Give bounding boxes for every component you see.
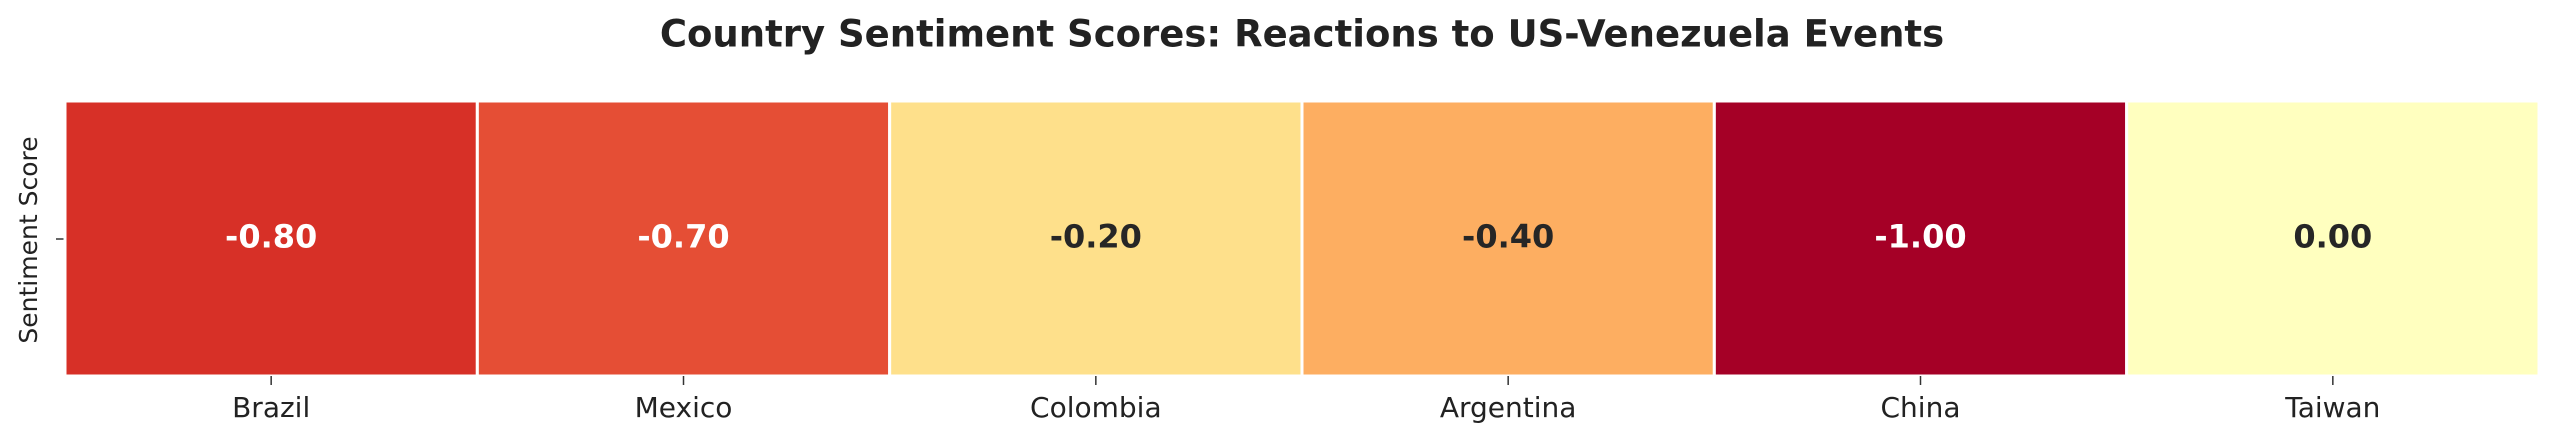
cell-label: -0.20 xyxy=(1050,218,1142,256)
heatmap-cell xyxy=(1712,99,2129,378)
x-tick-label: Colombia xyxy=(1030,391,1162,424)
x-tick-label: China xyxy=(1881,391,1961,424)
cell-label: 0.00 xyxy=(2293,218,2372,256)
cell-label: -0.70 xyxy=(637,218,729,256)
chart-title: Country Sentiment Scores: Reactions to U… xyxy=(660,13,1944,56)
x-tick-label: Taiwan xyxy=(2284,391,2380,424)
heatmap-cell xyxy=(2125,99,2541,378)
x-tick-label: Brazil xyxy=(232,391,310,424)
cell-label: -0.80 xyxy=(225,218,317,256)
y-axis-label: Sentiment Score xyxy=(14,136,43,343)
x-tick-label: Mexico xyxy=(635,391,733,424)
heatmap-cell xyxy=(888,99,1304,378)
x-tick-label: Argentina xyxy=(1440,391,1577,424)
heatmap-cell xyxy=(1300,99,1716,378)
heatmap-cell xyxy=(475,99,892,378)
cell-label: -1.00 xyxy=(1874,218,1966,256)
cell-label: -0.40 xyxy=(1462,218,1554,256)
